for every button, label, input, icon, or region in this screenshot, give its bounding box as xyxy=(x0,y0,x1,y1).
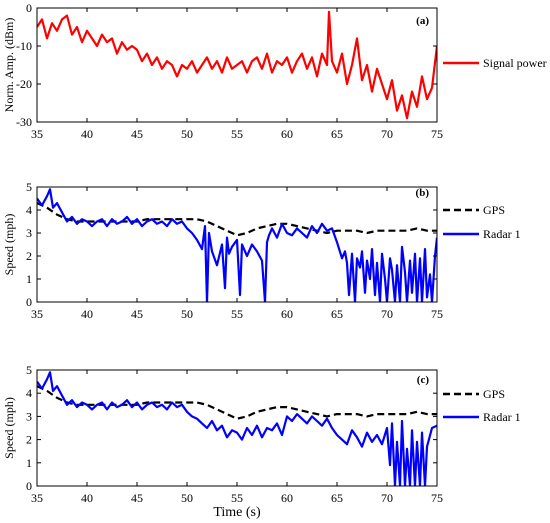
y-tick-label: 4 xyxy=(26,386,32,400)
x-tick-label: 45 xyxy=(131,491,143,505)
y-tick-label: 5 xyxy=(26,363,32,377)
x-tick-label: 40 xyxy=(81,491,93,505)
y-tick-label: 0 xyxy=(26,295,32,309)
y-tick-label: -10 xyxy=(16,39,32,53)
legend-label: GPS xyxy=(483,387,505,401)
y-tick-label: 5 xyxy=(26,180,32,194)
x-tick-label: 55 xyxy=(231,127,243,141)
x-tick-label: 50 xyxy=(181,127,193,141)
x-tick-label: 60 xyxy=(281,307,293,321)
y-tick-label: 2 xyxy=(26,433,32,447)
x-tick-label: 65 xyxy=(331,127,343,141)
y-tick-label: 3 xyxy=(26,409,32,423)
series-line-radar-1 xyxy=(37,371,437,486)
x-tick-label: 50 xyxy=(181,491,193,505)
x-tick-label: 45 xyxy=(131,127,143,141)
legend-label: GPS xyxy=(483,203,505,217)
x-tick-label: 70 xyxy=(381,307,393,321)
x-tick-label: 70 xyxy=(381,127,393,141)
x-tick-label: 65 xyxy=(331,491,343,505)
x-tick-label: 50 xyxy=(181,307,193,321)
series-line-gps xyxy=(37,385,437,420)
x-tick-label: 65 xyxy=(331,307,343,321)
x-tick-label: 55 xyxy=(231,307,243,321)
x-tick-label: 70 xyxy=(381,491,393,505)
x-tick-label: 60 xyxy=(281,491,293,505)
y-axis-label: Speed (mph) xyxy=(2,214,16,276)
x-tick-label: 60 xyxy=(281,127,293,141)
x-tick-label: 40 xyxy=(81,127,93,141)
x-tick-label: 75 xyxy=(431,491,443,505)
series-line-gps xyxy=(37,202,437,237)
panel-label: (b) xyxy=(416,187,430,199)
panel-label: (a) xyxy=(416,15,429,27)
y-axis-label: Speed (mph) xyxy=(2,397,16,459)
y-axis-label: Norm. Amp. (dBm) xyxy=(2,18,16,113)
y-tick-label: 3 xyxy=(26,226,32,240)
y-tick-label: -20 xyxy=(16,77,32,91)
series-line-signal-power xyxy=(37,10,437,120)
x-tick-label: 35 xyxy=(31,491,43,505)
x-tick-label: 55 xyxy=(231,491,243,505)
x-axis-label: Time (s) xyxy=(213,505,261,520)
plot-frame xyxy=(36,369,438,487)
y-tick-label: 0 xyxy=(26,479,32,493)
legend-label: Signal power xyxy=(483,56,547,70)
x-tick-label: 45 xyxy=(131,307,143,321)
legend-label: Radar 1 xyxy=(483,227,521,241)
x-tick-label: 40 xyxy=(81,307,93,321)
series-line-radar-1 xyxy=(37,188,437,302)
x-tick-label: 35 xyxy=(31,307,43,321)
panel-label: (c) xyxy=(417,374,430,386)
y-tick-label: 2 xyxy=(26,249,32,263)
x-tick-label: 75 xyxy=(431,307,443,321)
x-tick-label: 35 xyxy=(31,127,43,141)
y-tick-label: -30 xyxy=(16,115,32,129)
y-tick-label: 4 xyxy=(26,203,32,217)
x-tick-label: 75 xyxy=(431,127,443,141)
legend-label: Radar 1 xyxy=(483,410,521,424)
y-tick-label: 1 xyxy=(26,272,32,286)
y-tick-label: 1 xyxy=(26,456,32,470)
y-tick-label: 0 xyxy=(26,1,32,15)
